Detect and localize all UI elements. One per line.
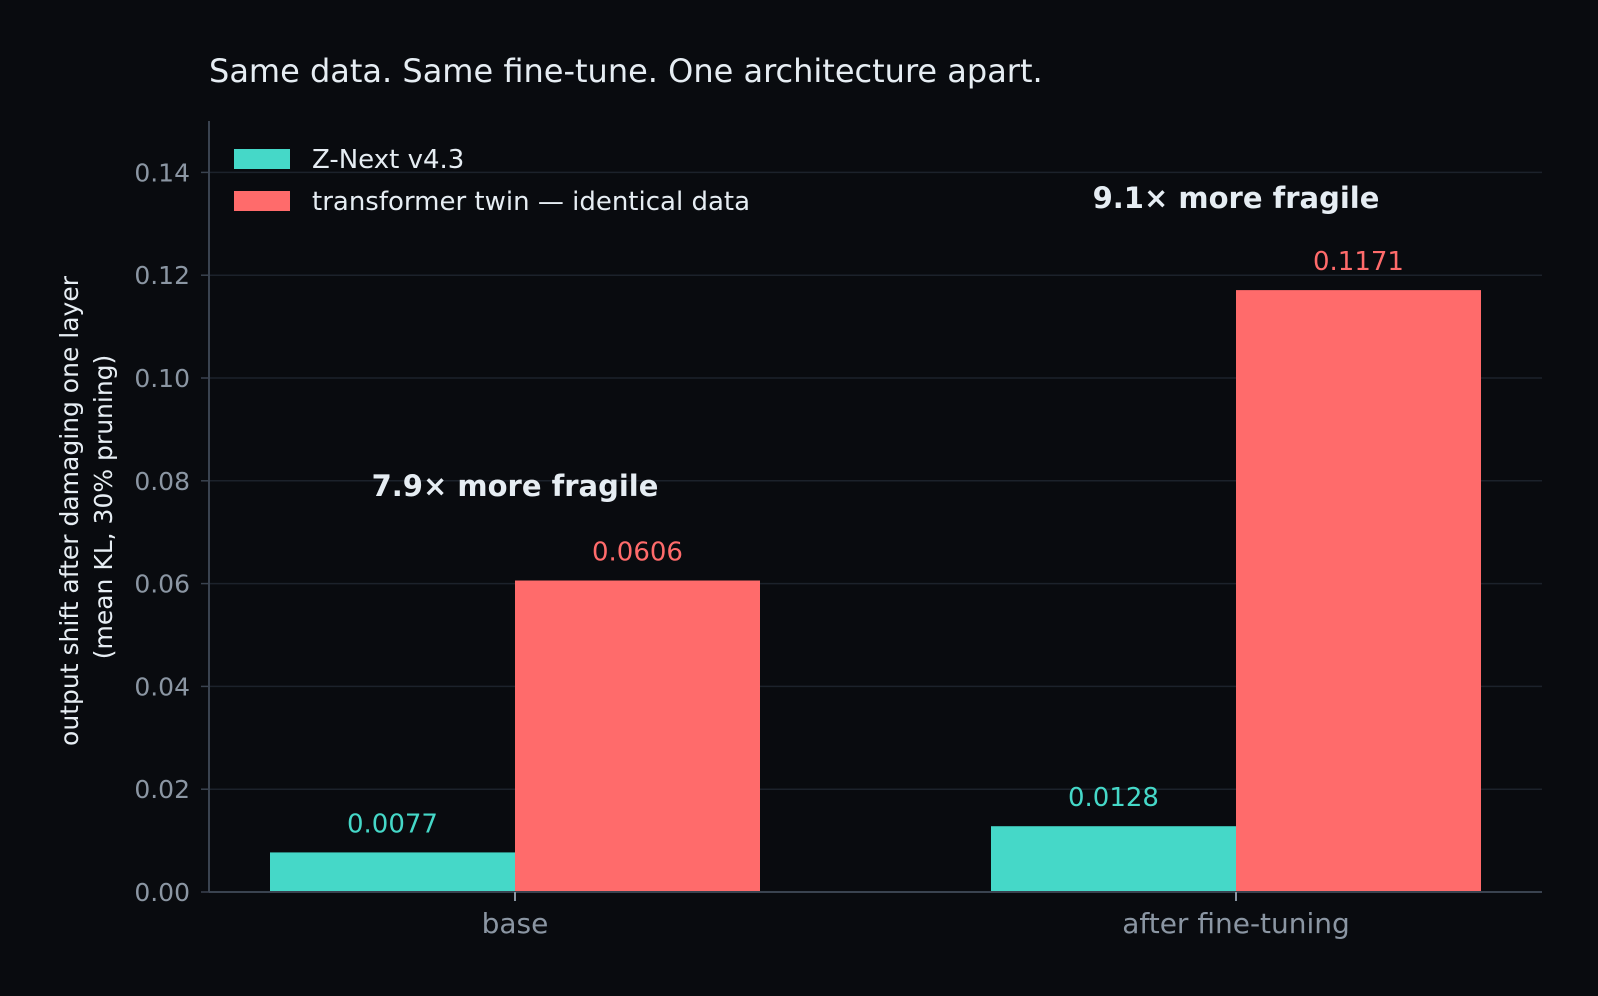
value-label: 0.1171 xyxy=(1313,247,1404,277)
legend: Z-Next v4.3 transformer twin — identical… xyxy=(234,145,750,217)
y-tick-label: 0.10 xyxy=(134,364,190,393)
bar xyxy=(991,826,1236,892)
annotation: 9.1× more fragile xyxy=(1093,181,1380,215)
y-tick-label: 0.00 xyxy=(134,878,190,907)
bar xyxy=(270,852,515,892)
value-label: 0.0606 xyxy=(592,538,683,568)
x-tick-label: after fine-tuning xyxy=(1122,907,1350,940)
value-labels: 0.0077 0.0128 0.0606 0.1171 xyxy=(347,247,1404,839)
y-axis-label-line-2: (mean KL, 30% pruning) xyxy=(89,355,118,660)
y-axis-label: output shift after damaging one layer (m… xyxy=(55,268,118,746)
legend-swatch-z-next xyxy=(234,149,290,169)
legend-label-z-next: Z-Next v4.3 xyxy=(312,145,464,175)
y-tick-label: 0.06 xyxy=(134,570,190,599)
bars xyxy=(270,290,1481,893)
value-label: 0.0077 xyxy=(347,809,438,839)
value-label: 0.0128 xyxy=(1068,783,1159,813)
annotation: 7.9× more fragile xyxy=(372,469,659,503)
y-tick-label: 0.04 xyxy=(134,672,190,701)
x-tick-label: base xyxy=(482,907,549,940)
bar xyxy=(1236,290,1481,893)
legend-label-transformer: transformer twin — identical data xyxy=(312,187,750,217)
annotations: 7.9× more fragile 9.1× more fragile xyxy=(372,181,1380,503)
y-axis-label-line-1: output shift after damaging one layer xyxy=(55,275,84,746)
legend-swatch-transformer xyxy=(234,191,290,211)
x-axis-ticks: base after fine-tuning xyxy=(482,892,1350,940)
chart-title: Same data. Same fine-tune. One architect… xyxy=(209,52,1043,90)
y-tick-label: 0.08 xyxy=(134,467,190,496)
y-tick-label: 0.12 xyxy=(134,261,190,290)
y-tick-label: 0.14 xyxy=(134,158,190,187)
grid xyxy=(209,171,1542,790)
y-tick-label: 0.02 xyxy=(134,775,190,804)
axes xyxy=(208,121,1542,893)
bar xyxy=(515,580,760,892)
y-axis-ticks: 0.00 0.02 0.04 0.06 0.08 0.10 0.12 0.14 xyxy=(134,158,209,907)
